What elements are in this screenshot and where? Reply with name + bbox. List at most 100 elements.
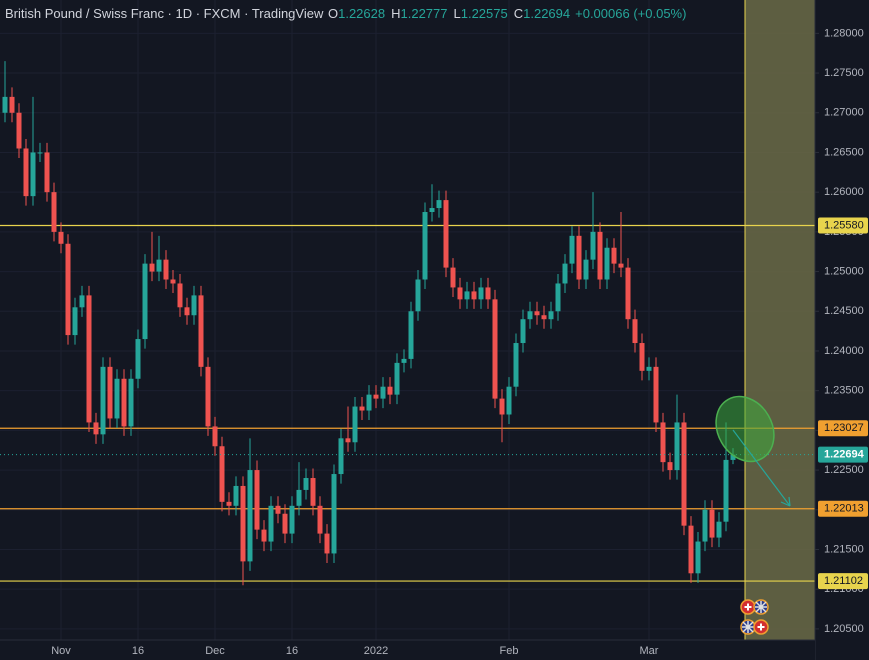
candle-body <box>408 311 414 359</box>
candle-body <box>233 485 239 506</box>
candle-body <box>2 96 8 113</box>
candle-body <box>198 295 204 367</box>
candle-body <box>289 505 295 534</box>
event-icon-cross <box>744 603 752 611</box>
candle-body <box>625 267 631 320</box>
candle-body <box>170 279 176 284</box>
candle-body <box>212 426 218 447</box>
candle-body <box>688 525 694 574</box>
x-tick-label: Nov <box>51 645 71 657</box>
candle-body <box>219 446 225 502</box>
candle-body <box>527 311 533 320</box>
candle-body <box>674 422 680 471</box>
candle-body <box>611 247 617 264</box>
time-axis <box>0 640 815 660</box>
y-tick-label: 1.23500 <box>824 385 864 397</box>
candle-body <box>429 208 435 213</box>
ohlc-value: 1.22575 <box>460 6 508 21</box>
y-tick-label: 1.20500 <box>824 623 864 635</box>
candle-body <box>163 259 169 280</box>
candle-body <box>485 287 491 300</box>
candle-body <box>317 505 323 534</box>
candle-body <box>65 243 71 336</box>
level-label: 1.21102 <box>824 575 863 587</box>
candle-body <box>639 343 645 371</box>
candle-body <box>107 366 113 419</box>
candle-body <box>730 454 736 460</box>
candle-body <box>205 366 211 427</box>
y-tick-label: 1.24500 <box>824 305 864 317</box>
candle-body <box>709 509 715 538</box>
candle-body <box>555 283 561 312</box>
candle-body <box>345 438 351 443</box>
candle-body <box>436 200 442 209</box>
price-axis <box>815 0 869 660</box>
candle-body <box>275 505 281 514</box>
y-tick-label: 1.27000 <box>824 107 864 119</box>
candle-body <box>590 231 596 260</box>
candle-body <box>401 358 407 363</box>
candle-body <box>51 192 57 232</box>
candle-body <box>464 291 470 300</box>
y-tick-label: 1.26500 <box>824 146 864 158</box>
level-label: 1.23027 <box>824 422 864 434</box>
candle-body <box>541 315 547 320</box>
candle-body <box>667 462 673 471</box>
candle-body <box>156 259 162 272</box>
level-label-box <box>818 500 868 517</box>
candle-body <box>492 299 498 399</box>
price-label-box <box>818 446 868 463</box>
candle-body <box>44 152 50 193</box>
candle-body <box>457 287 463 300</box>
candle-body <box>499 398 505 415</box>
candle-body <box>121 378 127 427</box>
candle-body <box>324 533 330 554</box>
candle-body <box>380 386 386 399</box>
candle-body <box>72 307 78 336</box>
candle-body <box>681 422 687 526</box>
candle-body <box>394 362 400 395</box>
y-tick-label: 1.22500 <box>824 464 864 476</box>
candle-body <box>723 459 729 522</box>
candle-body <box>597 231 603 280</box>
candle-body <box>513 343 519 387</box>
arrow-drawing <box>732 429 791 507</box>
candle-body <box>254 470 260 530</box>
price-label: 1.22694 <box>824 449 865 461</box>
x-tick-label: Dec <box>205 645 225 657</box>
candle-body <box>247 470 253 562</box>
candle-body <box>93 422 99 435</box>
candle-body <box>450 267 456 288</box>
candle-body <box>58 231 64 244</box>
candle-body <box>520 319 526 344</box>
level-label-box <box>818 420 868 437</box>
candle-body <box>569 235 575 264</box>
y-tick-label: 1.26000 <box>824 186 864 198</box>
candle-body <box>240 485 246 562</box>
event-icon-cross <box>757 623 765 631</box>
candle-body <box>114 378 120 419</box>
level-label: 1.25580 <box>824 219 864 231</box>
candle-body <box>226 501 232 506</box>
candle-body <box>534 311 540 316</box>
candle-body <box>478 287 484 300</box>
ohlc-key: C <box>513 6 524 21</box>
x-tick-label: Mar <box>640 645 659 657</box>
candle-body <box>282 513 288 534</box>
ohlc-key: O <box>327 6 339 21</box>
candle-body <box>632 319 638 344</box>
candle-body <box>177 283 183 308</box>
y-tick-label: 1.27500 <box>824 67 864 79</box>
x-tick-label: 16 <box>132 645 144 657</box>
level-label-box <box>818 573 868 590</box>
candle-body <box>268 505 274 542</box>
candle-body <box>716 521 722 538</box>
candle-body <box>16 112 22 149</box>
candle-body <box>548 311 554 320</box>
legend-header: British Pound / Swiss Franc · 1D · FXCM … <box>5 6 691 21</box>
arrow-head <box>780 496 791 507</box>
candle-body <box>359 406 365 411</box>
candle-body <box>261 529 267 542</box>
candle-body <box>149 263 155 272</box>
